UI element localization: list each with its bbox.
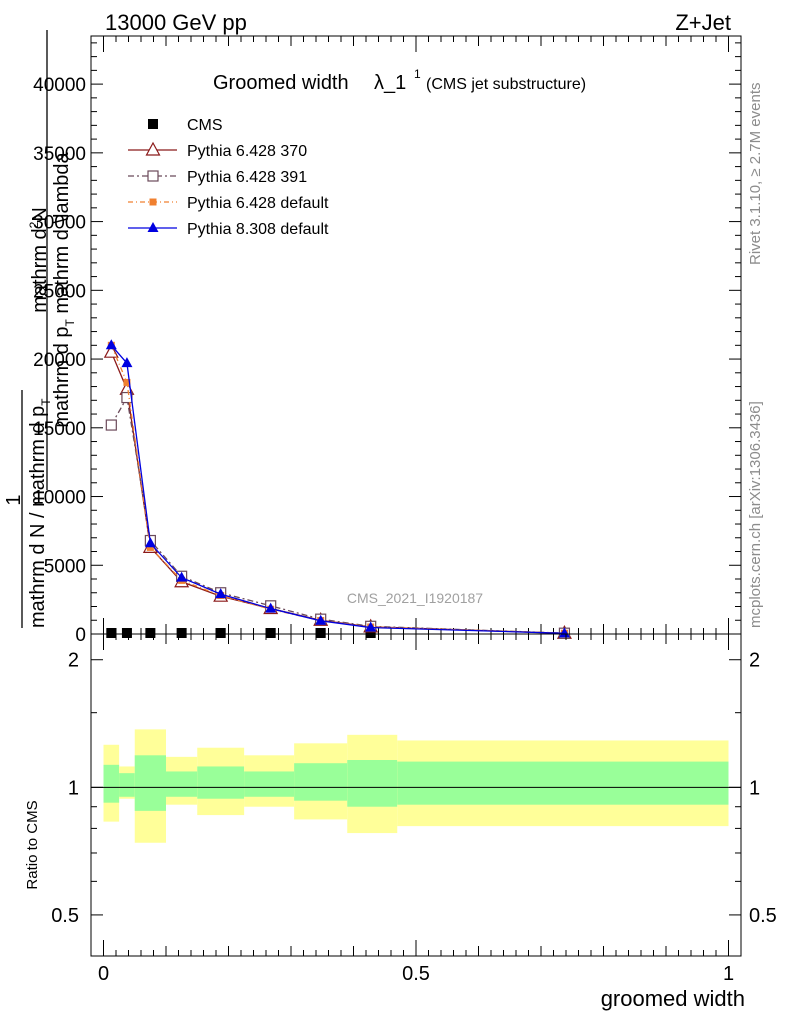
series-line (110, 395, 565, 634)
energy-label: 13000 GeV pp (105, 10, 247, 35)
legend-item: Pythia 6.428 391 (128, 169, 307, 186)
ratio-ytick-label-right: 0.5 (749, 905, 777, 927)
series-1 (103, 343, 572, 639)
title-main: Groomed width (213, 72, 349, 94)
legend-item: CMS (148, 117, 223, 134)
series-line (110, 351, 565, 634)
y-axis-label: mathrm d2N mathrm d pT mathrm d \lambda … (3, 30, 77, 628)
cms-point (148, 119, 158, 129)
main-ytick-label: 5000 (44, 556, 86, 577)
ratio-band-inner (294, 763, 348, 801)
cms-point (365, 628, 376, 638)
ratio-xtick-label: 1 (723, 963, 734, 985)
ratio-xtick-label: 0.5 (402, 963, 430, 985)
title-superscript: 1 (414, 67, 421, 81)
ratio-ytick-label-right: 2 (749, 650, 760, 672)
series-point (215, 588, 227, 599)
rivet-label: Rivet 3.1.10, ≥ 2.7M events (747, 83, 764, 266)
ylabel-prefactor-num: 1 (3, 494, 25, 505)
ratio-ytick-label: 1 (68, 777, 79, 799)
ratio-ytick-label: 0.5 (51, 905, 79, 927)
x-axis-label: groomed width (601, 986, 745, 1011)
ratio-bands (103, 729, 729, 843)
ratio-band-inner (134, 755, 166, 811)
legend-item: Pythia 6.428 default (128, 195, 329, 212)
chart-title: Groomed width λ_1 1 (CMS jet substructur… (213, 67, 586, 94)
legend-label: Pythia 6.428 default (187, 195, 329, 212)
ratio-axis-ticks: 0 0.5 1 0.5 0.5 1 1 2 2 (51, 634, 777, 985)
ratio-band-inner (347, 760, 398, 807)
series-3 (107, 341, 568, 637)
ratio-band-inner (397, 761, 729, 805)
cms-point (265, 628, 276, 638)
ratio-band-inner (103, 764, 120, 803)
ratio-xtick-label: 0 (98, 963, 109, 985)
series-point (146, 543, 154, 551)
title-subtitle: (CMS jet substructure) (426, 76, 586, 93)
cms-point (106, 628, 117, 638)
series-point (147, 170, 159, 182)
series-point (144, 537, 156, 548)
cms-point (121, 628, 132, 638)
legend-item: Pythia 8.308 default (128, 221, 329, 238)
series-point (103, 343, 119, 358)
series-2 (105, 391, 571, 639)
series-line (110, 344, 565, 634)
series-point (315, 614, 327, 625)
series-point (105, 339, 117, 350)
ratio-plot-panel: 0 0.5 1 0.5 0.5 1 1 2 2 (51, 633, 777, 985)
series-point (123, 378, 131, 386)
process-label: Z+Jet (675, 10, 731, 35)
ratio-band-inner (197, 766, 245, 799)
legend-label: CMS (187, 117, 223, 134)
ylabel-den: mathrm d pT mathrm d \lambda (51, 152, 77, 428)
series-0 (106, 628, 570, 638)
series-point (265, 602, 277, 613)
series-point (147, 222, 159, 232)
series-point (176, 571, 188, 582)
legend: CMS Pythia 6.428 370 Pythia 6.428 391 Pythi… (128, 117, 329, 238)
series-point (149, 198, 157, 206)
cms-point (176, 628, 187, 638)
mcplots-label: mcplots.cern.ch [arXiv:1306.3436] (747, 401, 764, 628)
ratio-plot-frame (90, 633, 742, 957)
main-ytick-label: 40000 (33, 75, 86, 96)
ratio-band-inner (119, 773, 135, 797)
analysis-watermark: CMS_2021_I1920187 (347, 590, 483, 606)
series-point (145, 141, 161, 156)
series-4 (105, 339, 570, 638)
ratio-ytick-label: 2 (68, 650, 79, 672)
series-point (105, 419, 117, 431)
cms-point (145, 628, 156, 638)
series-point (121, 357, 133, 368)
series-point (558, 627, 570, 638)
ratio-band-inner (166, 771, 198, 797)
legend-label: Pythia 8.308 default (187, 221, 329, 238)
main-series-layer (103, 339, 572, 639)
title-symbol: λ_1 (374, 72, 406, 94)
ratio-band-inner (244, 771, 295, 797)
legend-label: Pythia 6.428 370 (187, 143, 307, 160)
legend-label: Pythia 6.428 391 (187, 169, 307, 186)
ylabel-num: mathrm d2N (27, 207, 51, 313)
series-line (110, 345, 565, 634)
main-ytick-label: 10000 (33, 488, 86, 509)
ratio-ytick-label-right: 1 (749, 777, 760, 799)
series-point (365, 621, 377, 632)
main-ytick-label: 0 (75, 625, 86, 646)
ratio-y-label: Ratio to CMS (24, 800, 41, 889)
cms-point (215, 628, 226, 638)
cms-point (315, 628, 326, 638)
ylabel-prefactor-den: mathrm d N / mathrm d pT (27, 398, 53, 628)
legend-item: Pythia 6.428 370 (128, 141, 307, 160)
